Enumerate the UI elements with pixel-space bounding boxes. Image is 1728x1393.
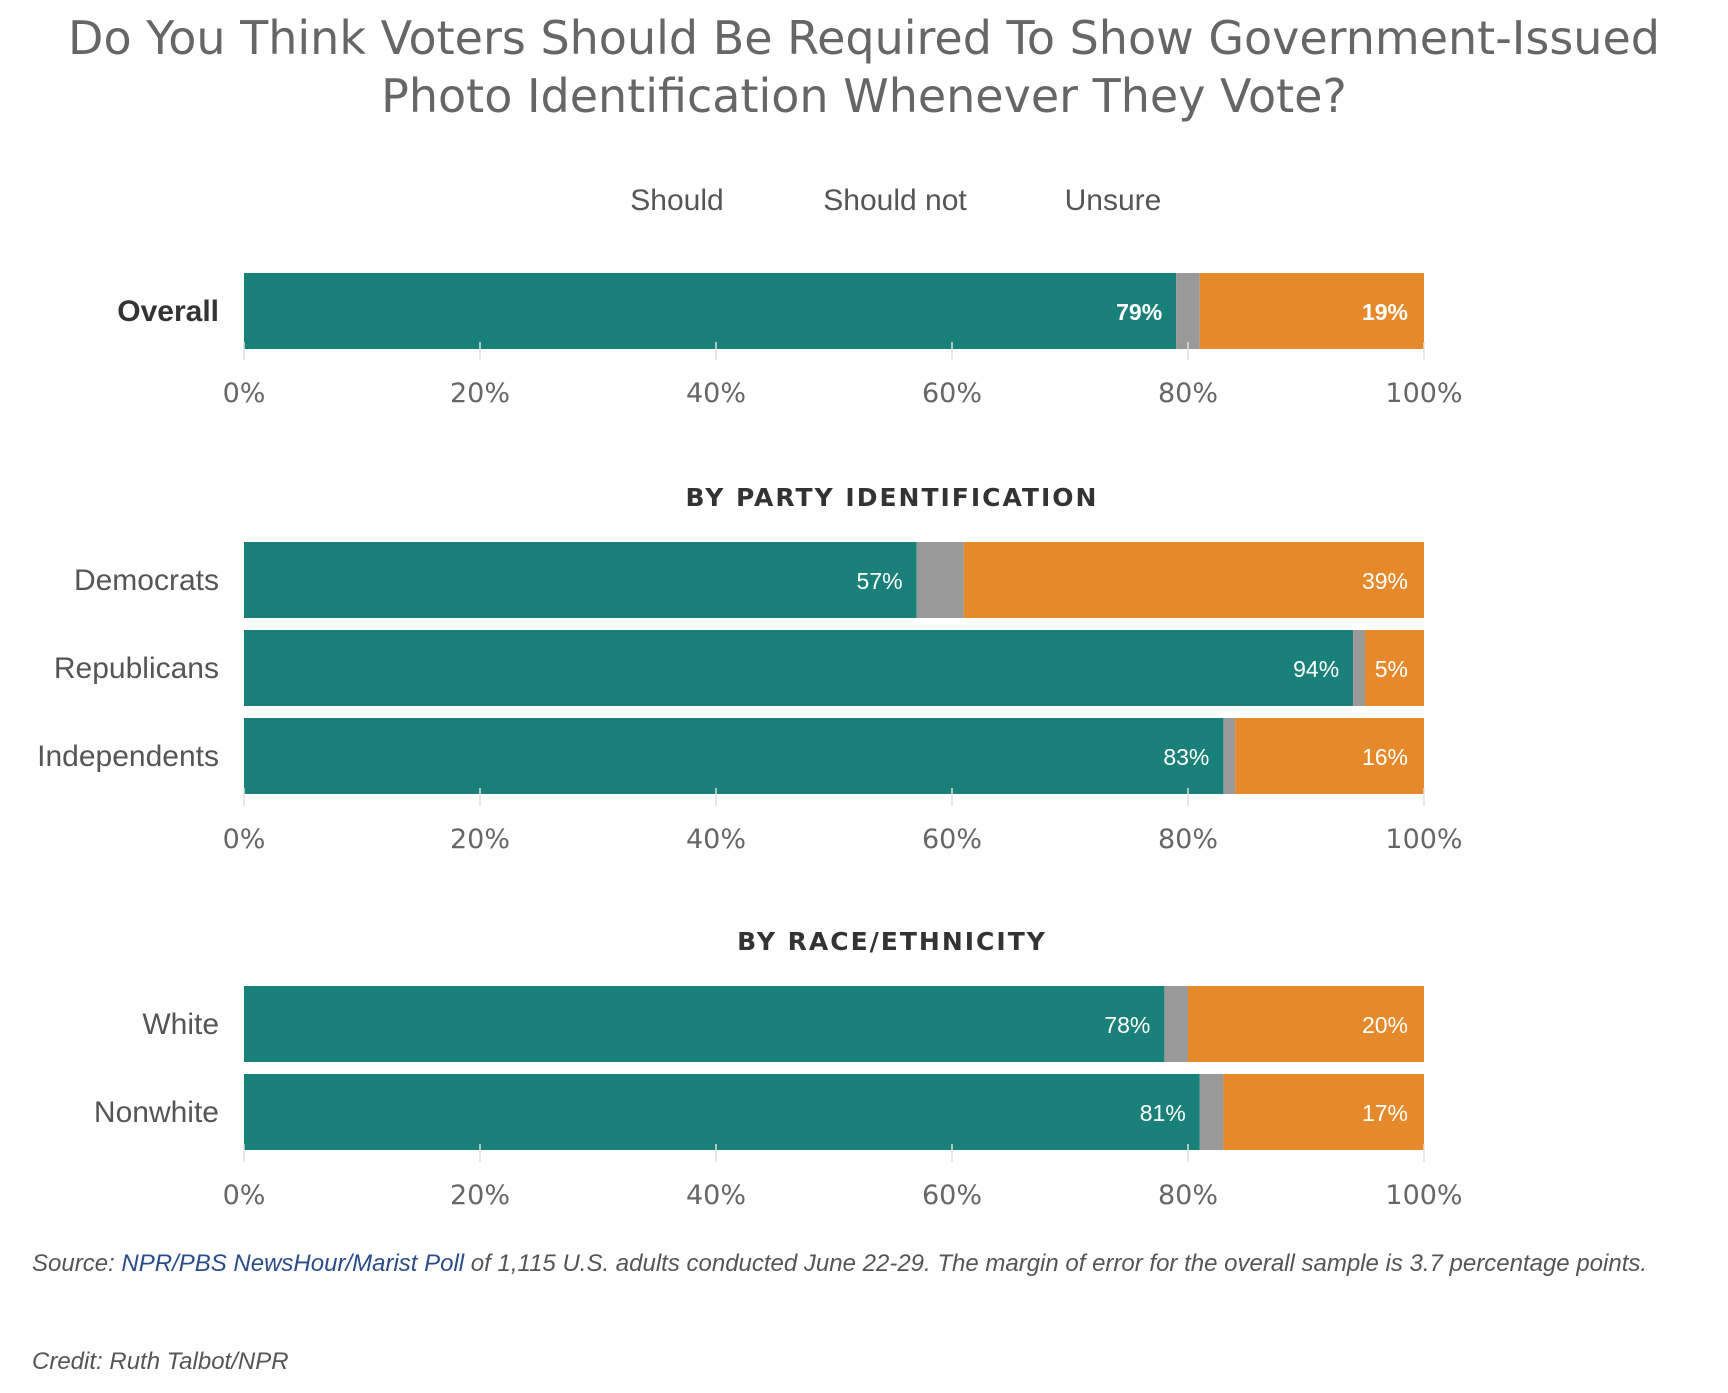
tick-label: 100%	[1385, 1180, 1462, 1211]
credit-note: Credit: Ruth Talbot/NPR	[32, 1348, 289, 1375]
legend-item-should: Should	[630, 184, 723, 217]
category-label: Nonwhite	[94, 1096, 219, 1129]
bar-segment-should-not	[1199, 273, 1424, 349]
bar-segment-should	[244, 986, 1165, 1062]
tick-label: 60%	[922, 1180, 982, 1211]
bar-segment-should-not	[1365, 630, 1424, 706]
source-note: Source: NPR/PBS NewsHour/Marist Poll of …	[32, 1242, 1702, 1286]
tick-label: 80%	[1158, 1180, 1218, 1211]
tick-label: 0%	[223, 1180, 266, 1211]
bar-row-nonwhite: Nonwhite 81% 17%	[94, 1074, 1424, 1150]
x-axis: 0% 20% 40% 60% 80% 100%	[223, 788, 1463, 855]
x-axis: 0% 20% 40% 60% 80% 100%	[223, 1144, 1463, 1211]
bar-row-republicans: Republicans 94% 5%	[54, 630, 1424, 706]
bar-segment-unsure	[1164, 986, 1188, 1062]
tick-label: 20%	[450, 824, 510, 855]
bar-row-overall: Overall 79% 19%	[117, 273, 1424, 349]
tick-label: 0%	[223, 378, 266, 409]
bar-segment-unsure	[1176, 273, 1200, 349]
source-link[interactable]: NPR/PBS NewsHour/Marist Poll	[121, 1250, 465, 1277]
bar-segment-should-not	[963, 542, 1424, 618]
tick-label: 20%	[450, 378, 510, 409]
source-suffix: of 1,115 U.S. adults conducted June 22-2…	[464, 1250, 1648, 1277]
source-prefix: Source:	[32, 1250, 122, 1277]
data-label-should-not: 19%	[1362, 299, 1408, 325]
bar-row-white: White 78% 20%	[142, 986, 1424, 1062]
bar-segment-should-not	[1188, 986, 1424, 1062]
panel-title: BY PARTY IDENTIFICATION	[686, 483, 1099, 512]
x-axis: 0% 20% 40% 60% 80% 100%	[223, 342, 1463, 409]
legend: Should Should not Unsure	[630, 184, 1161, 217]
bar-segment-should	[244, 542, 917, 618]
category-label: White	[142, 1008, 219, 1041]
tick-label: 40%	[686, 824, 746, 855]
bar-segment-should	[244, 273, 1177, 349]
bar-segment-unsure	[1223, 718, 1236, 794]
bar-row-democrats: Democrats 57% 39%	[74, 542, 1424, 618]
chart-panels: Overall 79% 19%0% 20% 40% 60% 80% 100%BY PARTY …	[37, 273, 1463, 1211]
tick-label: 100%	[1385, 378, 1462, 409]
category-label: Independents	[37, 740, 219, 773]
tick-label: 60%	[922, 824, 982, 855]
category-label: Overall	[117, 295, 219, 328]
data-label-should: 94%	[1293, 656, 1339, 682]
data-label-should-not: 16%	[1362, 744, 1408, 770]
bar-segment-unsure	[916, 542, 964, 618]
data-label-should-not: 20%	[1362, 1012, 1408, 1038]
legend-item-unsure: Unsure	[1065, 184, 1162, 217]
bar-segment-should	[244, 630, 1354, 706]
data-label-should: 78%	[1104, 1012, 1150, 1038]
data-label-should-not: 17%	[1362, 1100, 1408, 1126]
tick-label: 40%	[686, 1180, 746, 1211]
bar-row-independents: Independents 83% 16%	[37, 718, 1424, 794]
data-label-should: 83%	[1163, 744, 1209, 770]
bar-segment-should	[244, 718, 1224, 794]
data-label-should-not: 39%	[1362, 568, 1408, 594]
data-label-should: 57%	[857, 568, 903, 594]
bar-segment-unsure	[1199, 1074, 1224, 1150]
panel-title: BY RACE/ETHNICITY	[737, 927, 1047, 956]
tick-label: 60%	[922, 378, 982, 409]
tick-label: 80%	[1158, 378, 1218, 409]
tick-label: 40%	[686, 378, 746, 409]
tick-label: 80%	[1158, 824, 1218, 855]
chart-title-line-1: Do You Think Voters Should Be Required T…	[68, 11, 1660, 65]
bar-segment-unsure	[1353, 630, 1365, 706]
panel-1: Overall 79% 19% 0% 20% 40% 60% 80% 100%	[117, 273, 1463, 409]
legend-item-should-not: Should not	[823, 184, 967, 217]
panel-3: BY RACE/ETHNICITY White 78% 20% Nonwhite 81% 1…	[94, 927, 1463, 1211]
chart-title-line-2: Photo Identification Whenever They Vote?	[381, 69, 1347, 123]
category-label: Democrats	[74, 564, 219, 597]
tick-label: 100%	[1385, 824, 1462, 855]
tick-label: 0%	[223, 824, 266, 855]
bar-segment-should-not	[1235, 718, 1424, 794]
category-label: Republicans	[54, 652, 219, 685]
bar-segment-should	[244, 1074, 1200, 1150]
bar-segment-should-not	[1223, 1074, 1424, 1150]
data-label-should: 79%	[1116, 299, 1162, 325]
data-label-should: 81%	[1140, 1100, 1186, 1126]
tick-label: 20%	[450, 1180, 510, 1211]
data-label-should-not: 5%	[1375, 656, 1408, 682]
panel-2: BY PARTY IDENTIFICATION Democrats 57% 39% Re…	[37, 483, 1462, 855]
